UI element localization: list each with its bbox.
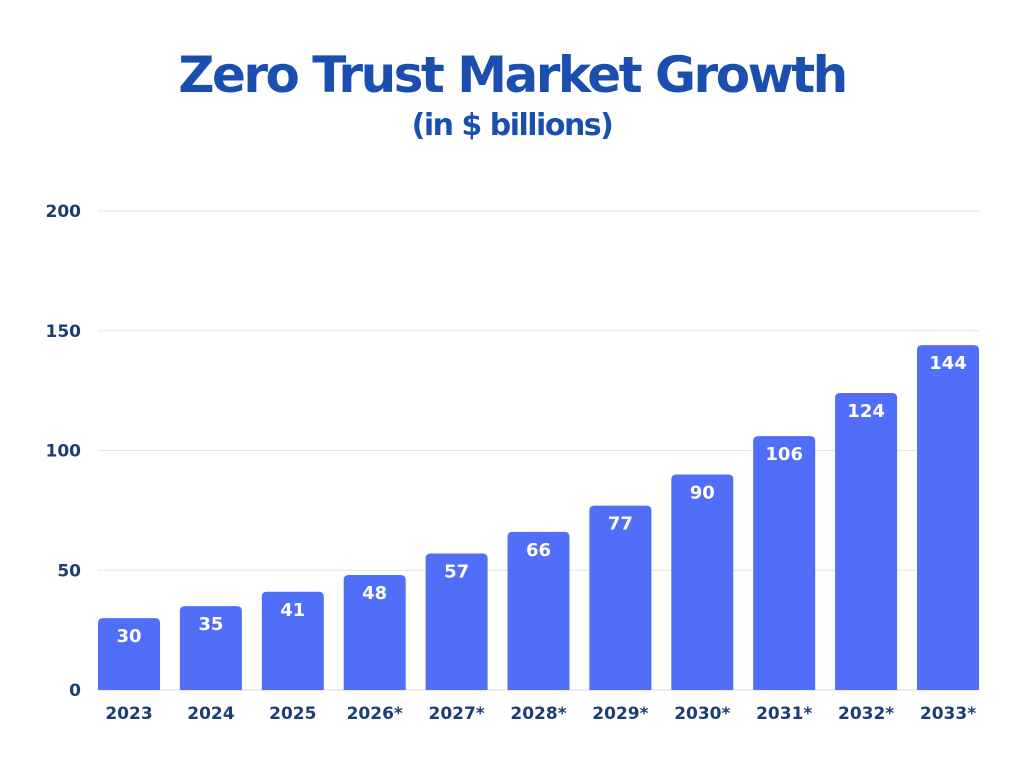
x-axis: 2023 2024 2025 2026* 2027* 2028* 2029* 2030* 203… <box>105 704 976 724</box>
data-label: 30 <box>116 626 141 647</box>
chart-title: Zero Trust Market Growth <box>178 46 848 104</box>
data-label: 106 <box>765 444 803 465</box>
y-tick-label: 100 <box>46 442 82 462</box>
x-tick-label: 2031* <box>756 704 812 724</box>
x-tick-label: 2027* <box>428 704 484 724</box>
bars <box>98 345 979 690</box>
x-tick-label: 2023 <box>105 704 152 724</box>
bar <box>589 505 652 690</box>
y-tick-label: 0 <box>69 681 81 701</box>
chart-subtitle: (in $ billions) <box>411 108 614 143</box>
data-labels: 30 35 41 48 57 66 77 90 106 124 144 <box>116 353 966 647</box>
data-label: 57 <box>444 561 469 582</box>
bar <box>835 393 898 690</box>
data-label: 48 <box>362 583 387 604</box>
bar <box>179 606 242 690</box>
bar <box>917 345 979 690</box>
data-label: 124 <box>847 401 885 422</box>
x-tick-label: 2026* <box>347 704 403 724</box>
data-label: 41 <box>280 600 305 621</box>
bar <box>343 575 406 690</box>
y-tick-label: 50 <box>57 561 81 581</box>
bar <box>261 591 324 690</box>
x-tick-label: 2025 <box>269 704 316 724</box>
y-axis: 0 50 100 150 200 <box>46 202 82 701</box>
x-tick-label: 2033* <box>920 704 976 724</box>
x-tick-label: 2028* <box>510 704 566 724</box>
data-label: 90 <box>690 482 715 503</box>
x-tick-label: 2024 <box>187 704 234 724</box>
data-label: 77 <box>608 514 633 535</box>
x-tick-label: 2029* <box>592 704 648 724</box>
data-label: 144 <box>929 353 967 374</box>
x-tick-label: 2032* <box>838 704 894 724</box>
bar <box>507 531 570 690</box>
bar <box>98 618 160 690</box>
x-tick-label: 2030* <box>674 704 730 724</box>
bar <box>753 436 816 690</box>
bar <box>425 553 488 690</box>
data-label: 66 <box>526 540 551 561</box>
y-tick-label: 150 <box>46 322 82 342</box>
data-label: 35 <box>198 614 223 635</box>
y-tick-label: 200 <box>46 202 82 222</box>
bar <box>671 474 734 690</box>
